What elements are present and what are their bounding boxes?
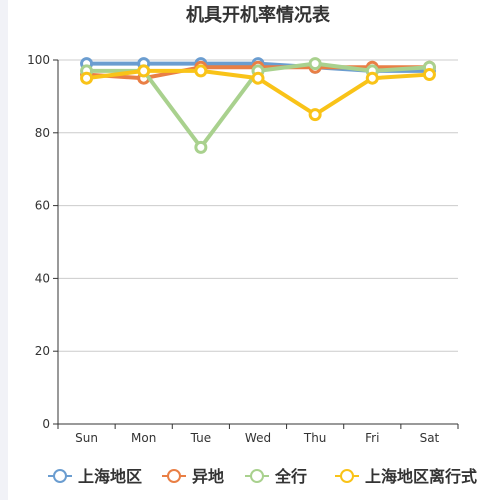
legend: 上海地区 异地 全行 上海地区离行式 (48, 467, 477, 486)
data-point[interactable] (80, 71, 94, 85)
x-tick-label: Sat (420, 431, 440, 445)
grid-lines (58, 59, 458, 352)
x-tick-label: Thu (303, 431, 327, 445)
x-tick-label: Wed (245, 431, 271, 445)
y-tick-label: 60 (35, 199, 50, 213)
legend-item[interactable]: 上海地区离行式 (335, 467, 477, 486)
y-tick-label: 100 (27, 53, 50, 67)
data-point[interactable] (422, 68, 436, 82)
legend-item[interactable]: 全行 (245, 467, 307, 486)
data-point[interactable] (365, 71, 379, 85)
legend-label: 上海地区 (78, 467, 142, 486)
legend-item[interactable]: 上海地区 (48, 467, 142, 486)
x-tick-label: Fri (365, 431, 379, 445)
legend-label: 上海地区离行式 (365, 467, 477, 486)
chart-title: 机具开机率情况表 (186, 4, 331, 26)
legend-marker (53, 469, 67, 483)
legend-label: 全行 (274, 467, 307, 486)
legend-label: 异地 (192, 467, 224, 486)
data-point[interactable] (194, 140, 208, 154)
left-edge-strip (0, 0, 8, 500)
y-tick-label: 0 (42, 417, 50, 431)
legend-marker (250, 469, 264, 483)
series-layer (80, 57, 436, 154)
x-tick-label: Sun (75, 431, 98, 445)
axes: 0 20 40 60 80 100 Sun Mon Tue Wed Thu Fri Sat (27, 53, 459, 445)
legend-item[interactable]: 异地 (162, 467, 224, 486)
legend-marker (167, 469, 181, 483)
y-tick-label: 20 (35, 344, 50, 358)
y-tick-label: 40 (35, 271, 50, 285)
data-point[interactable] (137, 64, 151, 78)
series-3 (80, 64, 436, 122)
data-point[interactable] (308, 57, 322, 71)
x-tick-label: Mon (131, 431, 156, 445)
legend-marker (340, 469, 354, 483)
data-point[interactable] (194, 64, 208, 78)
data-point[interactable] (308, 108, 322, 122)
y-tick-label: 80 (35, 126, 50, 140)
x-tick-label: Tue (190, 431, 212, 445)
data-point[interactable] (251, 71, 265, 85)
